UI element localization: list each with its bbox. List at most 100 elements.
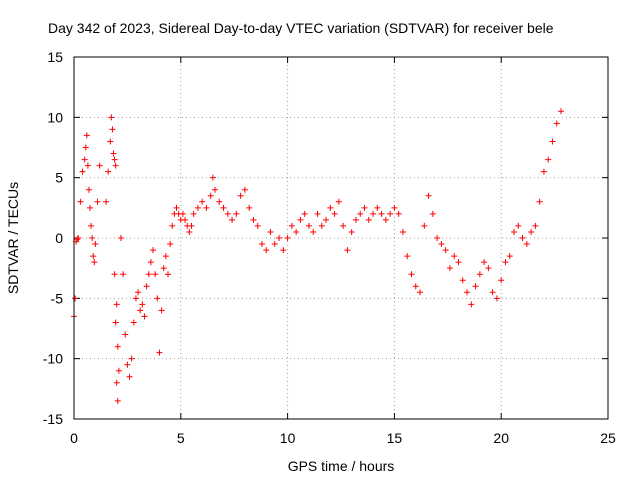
data-point (135, 289, 142, 296)
data-point (246, 204, 253, 211)
data-point (305, 222, 312, 229)
data-point (188, 222, 195, 229)
x-axis-label: GPS time / hours (288, 458, 395, 474)
data-point (229, 216, 236, 223)
data-point (124, 361, 131, 368)
data-point (523, 241, 530, 248)
data-point (114, 343, 121, 350)
data-point (237, 192, 244, 199)
data-point (154, 295, 161, 302)
data-point (112, 319, 119, 326)
data-point (250, 216, 257, 223)
data-point (90, 253, 97, 260)
data-point (143, 283, 150, 290)
x-tick-label: 25 (600, 430, 616, 446)
y-tick-label: -5 (51, 290, 64, 306)
x-tick-label: 0 (70, 430, 78, 446)
data-point (79, 168, 86, 175)
data-point (429, 210, 436, 217)
data-point (481, 259, 488, 266)
data-point (139, 301, 146, 308)
data-point (111, 271, 118, 278)
data-point (506, 253, 513, 260)
data-point (126, 373, 133, 380)
data-point (472, 283, 479, 290)
data-point (271, 241, 278, 248)
data-point (344, 247, 351, 254)
data-point (382, 216, 389, 223)
x-tick-label: 20 (493, 430, 509, 446)
data-point (545, 156, 552, 163)
data-point (173, 204, 180, 211)
data-point (399, 228, 406, 235)
data-point (438, 241, 445, 248)
data-point (160, 265, 167, 272)
data-point (87, 204, 94, 211)
data-point (75, 235, 82, 241)
data-point (182, 216, 189, 223)
x-tick-label: 15 (387, 430, 403, 446)
data-point (378, 210, 385, 217)
y-tick-label: 5 (55, 170, 63, 186)
data-point (254, 222, 261, 229)
plot-frame (73, 56, 609, 420)
data-point (357, 210, 364, 217)
data-point (442, 247, 449, 254)
data-point (122, 331, 129, 338)
data-point (549, 138, 556, 145)
data-point (331, 210, 338, 217)
data-point (220, 204, 227, 211)
data-point (115, 367, 122, 374)
data-point (147, 259, 154, 266)
data-point (103, 198, 110, 205)
data-point (114, 397, 121, 404)
data-point (412, 283, 419, 290)
data-point (109, 126, 116, 133)
data-point (459, 277, 466, 284)
data-point (267, 228, 274, 235)
data-point (72, 295, 79, 302)
data-point (113, 301, 120, 308)
data-point (209, 174, 216, 181)
data-point (128, 355, 135, 362)
data-point (84, 162, 91, 169)
data-point (502, 259, 509, 266)
data-point (94, 198, 101, 205)
data-point (105, 168, 112, 175)
data-point (553, 120, 560, 127)
data-point (327, 204, 334, 211)
data-point (301, 210, 308, 217)
data-point (515, 222, 522, 229)
data-point (152, 271, 159, 278)
data-point (314, 210, 321, 217)
data-point (258, 241, 265, 248)
data-point (374, 204, 381, 211)
data-point (107, 138, 114, 145)
data-point (120, 271, 127, 278)
data-point (85, 186, 92, 193)
data-point (293, 228, 300, 235)
data-point (211, 186, 218, 193)
data-point (167, 241, 174, 248)
data-point (310, 228, 317, 235)
data-point (395, 210, 402, 217)
data-point (130, 319, 137, 326)
data-point (81, 156, 88, 163)
data-point (425, 192, 432, 199)
data-point (194, 204, 201, 211)
data-point (485, 265, 492, 272)
data-point (179, 210, 186, 217)
data-point (132, 295, 139, 302)
data-point (476, 271, 483, 278)
x-tick-label: 5 (177, 430, 185, 446)
data-point (216, 198, 223, 205)
data-point (169, 222, 176, 229)
data-point (91, 259, 98, 266)
y-tick-label: -15 (43, 411, 63, 427)
data-point (288, 222, 295, 229)
data-point (207, 192, 214, 199)
data-point (158, 307, 165, 314)
data-point (74, 236, 81, 243)
data-point (186, 228, 193, 235)
